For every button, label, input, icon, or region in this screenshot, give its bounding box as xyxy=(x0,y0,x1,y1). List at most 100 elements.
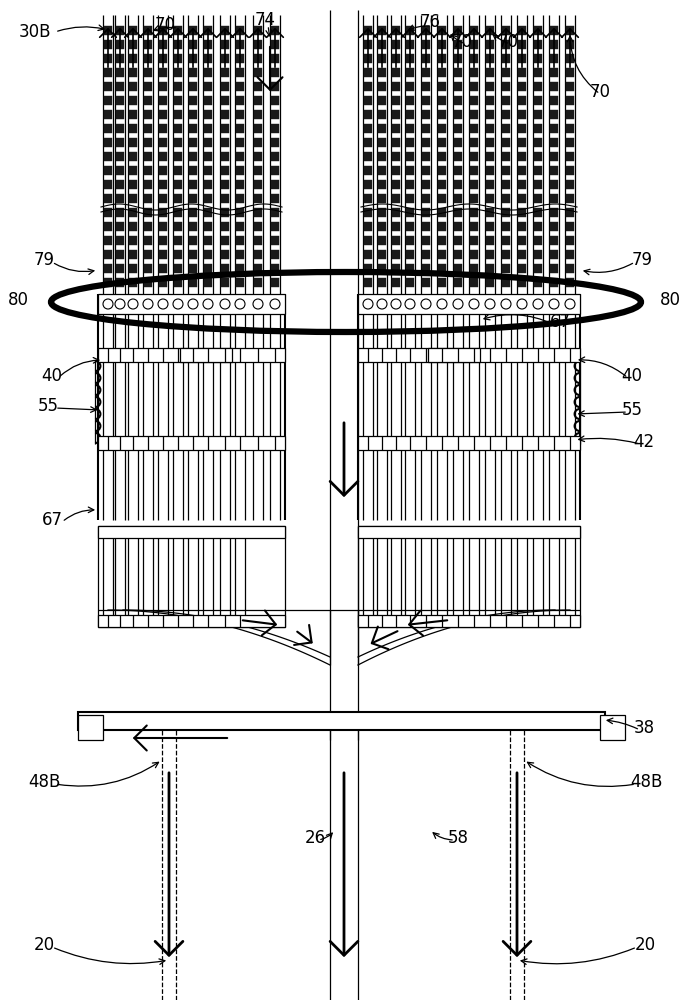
Bar xyxy=(406,138,414,147)
Bar xyxy=(534,278,542,287)
Circle shape xyxy=(203,299,213,309)
Bar xyxy=(254,138,262,147)
Text: 67: 67 xyxy=(549,313,570,331)
Bar xyxy=(104,68,112,77)
Text: 58: 58 xyxy=(448,829,468,847)
Bar xyxy=(406,124,414,133)
Bar xyxy=(392,124,400,133)
Bar xyxy=(406,110,414,119)
Bar xyxy=(144,194,152,203)
Circle shape xyxy=(173,299,183,309)
Bar xyxy=(406,222,414,231)
Circle shape xyxy=(188,299,198,309)
Bar xyxy=(438,68,446,77)
Bar xyxy=(116,68,124,77)
Bar xyxy=(550,166,558,175)
Bar xyxy=(392,236,400,245)
Bar xyxy=(116,194,124,203)
Text: 70: 70 xyxy=(498,33,518,51)
Bar xyxy=(104,180,112,189)
Bar xyxy=(364,278,372,287)
Bar xyxy=(566,152,574,161)
Bar xyxy=(144,180,152,189)
Bar xyxy=(104,250,112,259)
Bar xyxy=(221,222,229,231)
Bar xyxy=(221,40,229,49)
Bar xyxy=(406,278,414,287)
Bar xyxy=(236,82,244,91)
Text: 40: 40 xyxy=(42,367,62,385)
Bar xyxy=(254,152,262,161)
Bar xyxy=(518,236,526,245)
Bar xyxy=(392,40,400,49)
Bar xyxy=(428,348,480,362)
Circle shape xyxy=(485,299,495,309)
Bar xyxy=(221,278,229,287)
Bar xyxy=(189,180,197,189)
Bar xyxy=(422,54,430,63)
Bar xyxy=(254,222,262,231)
Bar xyxy=(189,166,197,175)
Bar xyxy=(221,26,229,35)
Bar xyxy=(454,124,462,133)
Bar xyxy=(422,138,430,147)
Bar xyxy=(189,264,197,273)
Bar xyxy=(254,208,262,217)
Bar xyxy=(129,26,137,35)
Bar xyxy=(438,40,446,49)
Bar xyxy=(566,124,574,133)
Bar xyxy=(454,152,462,161)
Bar xyxy=(486,264,494,273)
Bar xyxy=(144,138,152,147)
Bar xyxy=(129,124,137,133)
Bar xyxy=(534,82,542,91)
Bar xyxy=(378,110,386,119)
Bar xyxy=(221,236,229,245)
Bar xyxy=(454,26,462,35)
Bar xyxy=(422,222,430,231)
Bar xyxy=(406,96,414,105)
Bar xyxy=(189,278,197,287)
Bar xyxy=(566,26,574,35)
Bar xyxy=(174,180,182,189)
Bar xyxy=(254,96,262,105)
Bar xyxy=(502,152,510,161)
Bar xyxy=(189,250,197,259)
Bar xyxy=(518,278,526,287)
Bar xyxy=(98,348,285,362)
Bar xyxy=(116,96,124,105)
Bar xyxy=(254,68,262,77)
Text: 80: 80 xyxy=(8,291,28,309)
Bar xyxy=(392,222,400,231)
Bar xyxy=(378,222,386,231)
Bar xyxy=(116,166,124,175)
Bar xyxy=(422,208,430,217)
Bar xyxy=(406,26,414,35)
Bar xyxy=(221,208,229,217)
Bar xyxy=(174,236,182,245)
Bar xyxy=(236,40,244,49)
Circle shape xyxy=(235,299,245,309)
Bar xyxy=(236,68,244,77)
Bar xyxy=(392,194,400,203)
Bar xyxy=(550,110,558,119)
Bar xyxy=(392,152,400,161)
Circle shape xyxy=(220,299,230,309)
Bar xyxy=(422,194,430,203)
Bar xyxy=(174,82,182,91)
Bar xyxy=(254,166,262,175)
Circle shape xyxy=(437,299,447,309)
Bar xyxy=(189,138,197,147)
Bar xyxy=(174,208,182,217)
Bar xyxy=(422,110,430,119)
Bar xyxy=(518,152,526,161)
Bar xyxy=(470,180,478,189)
Bar xyxy=(174,166,182,175)
Bar xyxy=(236,166,244,175)
Bar xyxy=(204,82,212,91)
Bar xyxy=(204,222,212,231)
Bar xyxy=(104,222,112,231)
Bar xyxy=(116,82,124,91)
Bar xyxy=(566,208,574,217)
Bar xyxy=(204,26,212,35)
